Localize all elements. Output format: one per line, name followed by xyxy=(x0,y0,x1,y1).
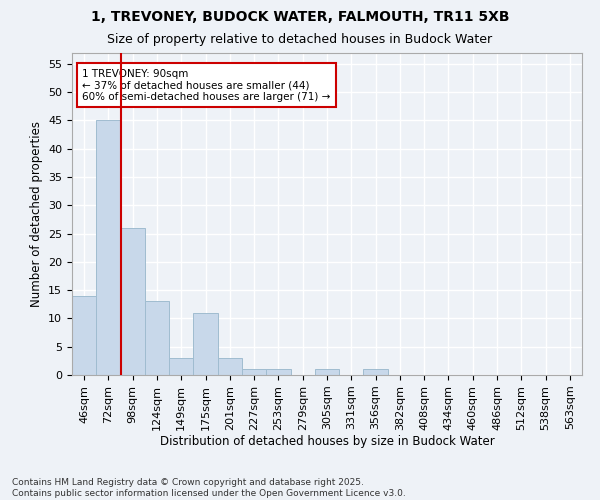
Bar xyxy=(218,358,242,375)
Bar xyxy=(242,370,266,375)
Bar xyxy=(96,120,121,375)
X-axis label: Distribution of detached houses by size in Budock Water: Distribution of detached houses by size … xyxy=(160,436,494,448)
Y-axis label: Number of detached properties: Number of detached properties xyxy=(29,120,43,306)
Bar xyxy=(121,228,145,375)
Bar xyxy=(364,370,388,375)
Text: Size of property relative to detached houses in Budock Water: Size of property relative to detached ho… xyxy=(107,32,493,46)
Bar xyxy=(193,313,218,375)
Text: Contains HM Land Registry data © Crown copyright and database right 2025.
Contai: Contains HM Land Registry data © Crown c… xyxy=(12,478,406,498)
Bar xyxy=(315,370,339,375)
Text: 1, TREVONEY, BUDOCK WATER, FALMOUTH, TR11 5XB: 1, TREVONEY, BUDOCK WATER, FALMOUTH, TR1… xyxy=(91,10,509,24)
Bar xyxy=(72,296,96,375)
Bar xyxy=(266,370,290,375)
Bar xyxy=(145,302,169,375)
Bar xyxy=(169,358,193,375)
Text: 1 TREVONEY: 90sqm
← 37% of detached houses are smaller (44)
60% of semi-detached: 1 TREVONEY: 90sqm ← 37% of detached hous… xyxy=(82,68,331,102)
